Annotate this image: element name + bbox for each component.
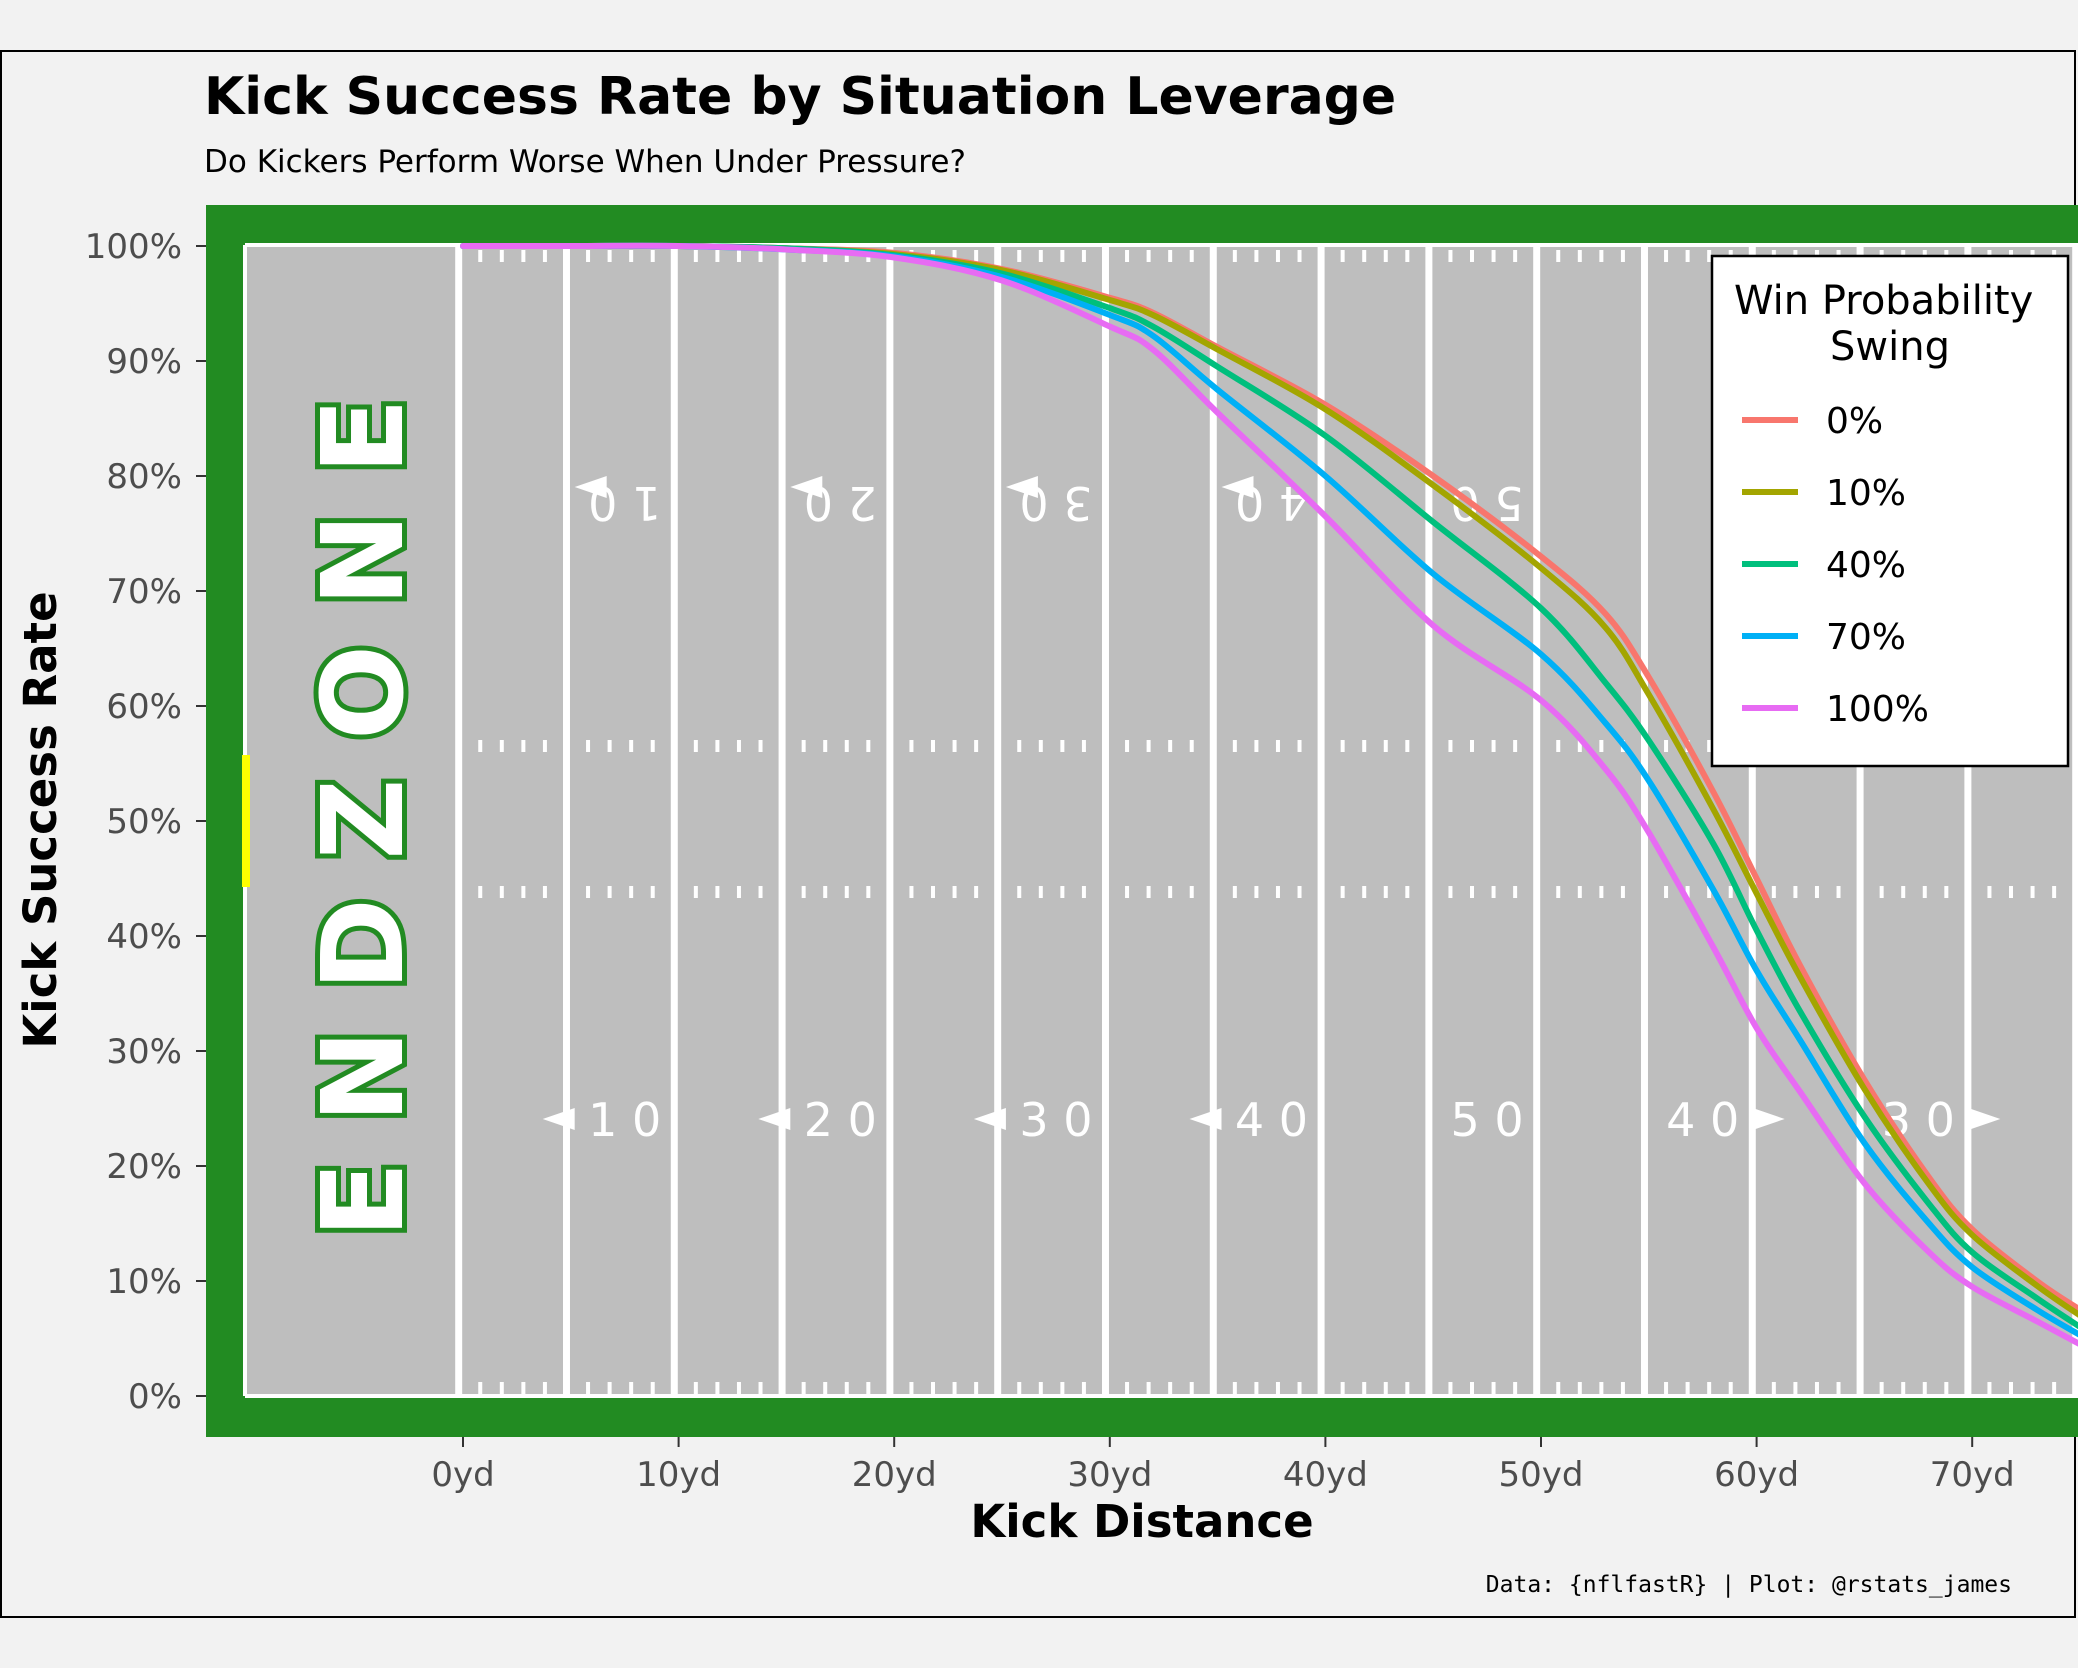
field-arrow-top bbox=[574, 476, 607, 498]
legend-label: 70% bbox=[1826, 617, 1906, 658]
field-number-bottom: 4 0 bbox=[1235, 1093, 1308, 1147]
goalpost bbox=[242, 755, 250, 887]
caption: Data: {nflfastR} | Plot: @rstats_james bbox=[1486, 1572, 2012, 1598]
legend-label: 10% bbox=[1826, 473, 1906, 514]
endzone-text: ENDZONE bbox=[299, 398, 429, 1238]
y-axis-label: Kick Success Rate bbox=[14, 591, 67, 1048]
legend: Win Probability Swing 0% 10% 40% 70% 100% bbox=[1710, 254, 2070, 768]
x-tick-label: 60yd bbox=[1714, 1455, 1799, 1495]
field-number-bottom: 4 0 bbox=[1666, 1093, 1739, 1147]
y-axis: 0% 10% 20% 30% 40% 50% 60% 70% 80% 90% 100% bbox=[85, 227, 206, 1417]
field-number-bottom: 2 0 bbox=[804, 1093, 877, 1147]
field-arrow-top bbox=[790, 476, 823, 498]
field-arrow-bottom bbox=[542, 1108, 575, 1130]
legend-label: 100% bbox=[1826, 689, 1929, 730]
field-arrow-bottom bbox=[1189, 1108, 1222, 1130]
chart-title: Kick Success Rate by Situation Leverage bbox=[204, 67, 1396, 127]
legend-title: Win Probability Swing bbox=[1734, 278, 2046, 370]
field-arrow-bottom bbox=[973, 1108, 1006, 1130]
hash-marks bbox=[478, 250, 2057, 1394]
legend-label: 0% bbox=[1826, 401, 1883, 442]
y-tick-label: 80% bbox=[106, 457, 182, 497]
field-arrow-bottom bbox=[1968, 1108, 2001, 1130]
y-tick-label: 40% bbox=[106, 917, 182, 957]
x-tick-label: 50yd bbox=[1499, 1455, 1584, 1495]
x-tick-label: 10yd bbox=[636, 1455, 721, 1495]
y-tick-label: 20% bbox=[106, 1147, 182, 1187]
x-tick-label: 30yd bbox=[1067, 1455, 1152, 1495]
legend-label: 40% bbox=[1826, 545, 1906, 586]
y-tick-label: 100% bbox=[85, 227, 182, 267]
x-axis: 0yd 10yd 20yd 30yd 40yd 50yd 60yd 70yd bbox=[431, 1437, 2015, 1495]
field-number-bottom: 3 0 bbox=[1019, 1093, 1092, 1147]
chart-subtitle: Do Kickers Perform Worse When Under Pres… bbox=[204, 144, 966, 180]
y-tick-label: 70% bbox=[106, 572, 182, 612]
y-tick-label: 0% bbox=[128, 1377, 182, 1417]
legend-title-line1: Win Probability bbox=[1734, 278, 2033, 324]
legend-items: 0% 10% 40% 70% 100% bbox=[1742, 401, 1929, 730]
y-tick-label: 90% bbox=[106, 342, 182, 382]
field-arrow-top bbox=[1005, 476, 1038, 498]
y-tick-label: 30% bbox=[106, 1032, 182, 1072]
x-tick-label: 70yd bbox=[1930, 1455, 2015, 1495]
y-tick-label: 50% bbox=[106, 802, 182, 842]
series-line-100pct bbox=[460, 242, 2078, 1347]
x-tick-label: 0yd bbox=[431, 1455, 494, 1495]
field-number-bottom: 1 0 bbox=[588, 1093, 661, 1147]
x-axis-label: Kick Distance bbox=[970, 1495, 1313, 1548]
field-arrow-bottom bbox=[758, 1108, 791, 1130]
legend-title-line2: Swing bbox=[1830, 324, 1950, 370]
legend-box bbox=[1710, 254, 2070, 768]
x-tick-label: 20yd bbox=[852, 1455, 937, 1495]
y-tick-label: 60% bbox=[106, 687, 182, 727]
field-number-bottom: 5 0 bbox=[1451, 1093, 1524, 1147]
y-tick-label: 10% bbox=[106, 1262, 182, 1302]
field-arrow-top bbox=[1221, 476, 1254, 498]
field-number-top: 5 0 bbox=[1451, 476, 1524, 530]
field-lines bbox=[243, 243, 2078, 1398]
series-lines bbox=[460, 242, 2078, 1347]
x-tick-label: 40yd bbox=[1283, 1455, 1368, 1495]
field-arrow-bottom bbox=[1752, 1108, 1785, 1130]
